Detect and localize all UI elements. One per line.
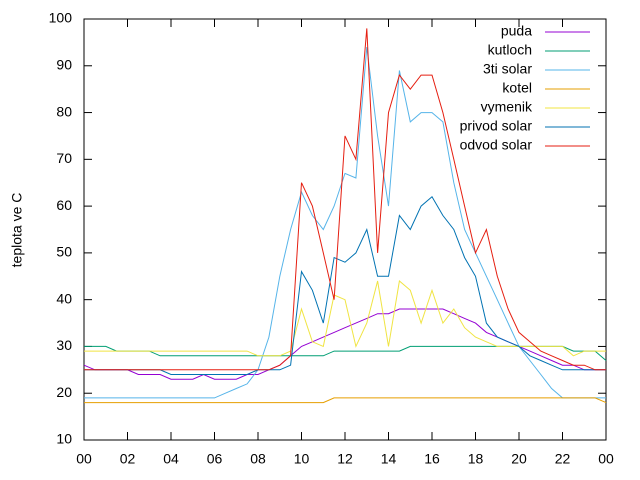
y-tick-label: 30 bbox=[56, 337, 72, 353]
x-tick-label: 02 bbox=[120, 451, 136, 467]
y-tick-label: 20 bbox=[56, 384, 72, 400]
y-tick-label: 80 bbox=[56, 103, 72, 119]
y-tick-label: 50 bbox=[56, 244, 72, 260]
x-tick-label: 00 bbox=[598, 451, 614, 467]
x-tick-label: 20 bbox=[511, 451, 527, 467]
x-tick-label: 06 bbox=[207, 451, 223, 467]
series-line bbox=[83, 308, 606, 380]
legend-label: kutloch bbox=[488, 42, 532, 58]
legend-label: kotel bbox=[502, 80, 532, 96]
series-line bbox=[84, 28, 606, 371]
series-line bbox=[84, 196, 606, 375]
y-tick-label: 100 bbox=[49, 10, 73, 26]
x-tick-label: 14 bbox=[381, 451, 397, 467]
y-tick-label: 90 bbox=[56, 56, 72, 72]
legend-label: odvod solar bbox=[460, 137, 533, 153]
y-axis-label: teplota ve C bbox=[9, 193, 25, 268]
y-tick-label: 40 bbox=[56, 290, 72, 306]
legend-label: privod solar bbox=[460, 118, 533, 134]
x-tick-label: 16 bbox=[424, 451, 440, 467]
x-tick-label: 00 bbox=[76, 451, 92, 467]
x-tick-label: 08 bbox=[250, 451, 266, 467]
series-line bbox=[84, 280, 606, 357]
x-tick-label: 18 bbox=[468, 451, 484, 467]
y-tick-label: 60 bbox=[56, 197, 72, 213]
legend-label: puda bbox=[501, 23, 532, 39]
x-tick-label: 22 bbox=[555, 451, 571, 467]
x-tick-label: 04 bbox=[163, 451, 179, 467]
y-tick-label: 10 bbox=[56, 431, 72, 447]
legend-label: 3ti solar bbox=[483, 61, 532, 77]
legend-label: vymenik bbox=[481, 99, 533, 115]
y-tick-label: 70 bbox=[56, 150, 72, 166]
x-tick-label: 12 bbox=[337, 451, 353, 467]
series-line bbox=[84, 397, 607, 404]
x-tick-label: 10 bbox=[294, 451, 310, 467]
